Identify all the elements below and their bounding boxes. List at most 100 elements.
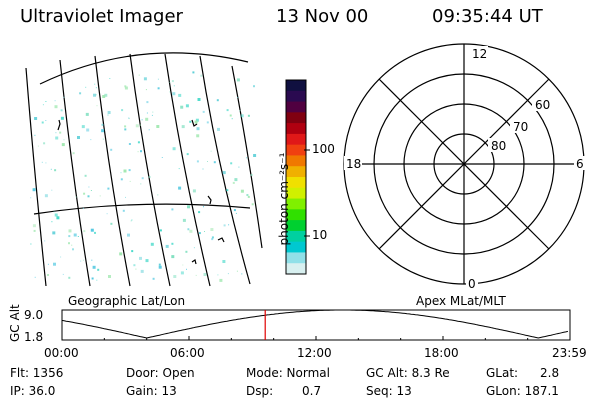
emission-pixel	[45, 162, 47, 164]
emission-pixel	[182, 218, 186, 222]
door-status: Door: Open	[126, 366, 195, 380]
emission-pixel	[137, 141, 140, 144]
emission-pixel	[161, 157, 163, 158]
emission-pixel	[127, 233, 130, 237]
emission-pixel	[72, 248, 74, 251]
emission-pixel	[145, 259, 149, 263]
emission-pixel	[171, 242, 174, 245]
altitude-curve	[61, 309, 569, 339]
geo-meridian	[94, 55, 131, 287]
emission-pixel	[195, 274, 197, 276]
emission-pixel	[250, 174, 253, 176]
emission-pixel	[37, 145, 39, 147]
emission-pixel	[102, 138, 104, 140]
emission-pixel	[90, 228, 94, 232]
emission-pixel	[73, 233, 77, 237]
emission-pixel	[101, 129, 105, 133]
emission-pixel	[187, 228, 190, 231]
emission-pixel	[86, 128, 90, 132]
emission-pixel	[139, 256, 142, 260]
altitude-ymin: 1.8	[24, 330, 44, 344]
emission-pixel	[172, 92, 176, 96]
emission-pixel	[228, 224, 230, 226]
geo-meridian	[199, 55, 251, 285]
emission-pixel	[152, 111, 154, 113]
emission-pixel	[202, 168, 204, 170]
emission-pixel	[217, 274, 219, 276]
emission-pixel	[51, 221, 53, 223]
emission-pixel	[120, 172, 122, 174]
apex-caption: Apex MLat/MLT	[416, 294, 506, 308]
emission-pixel	[246, 157, 248, 159]
emission-pixel	[182, 264, 184, 266]
emission-pixel	[207, 161, 208, 162]
emission-pixel	[203, 273, 207, 276]
emission-pixel	[198, 232, 201, 235]
emission-pixel	[34, 276, 36, 278]
altitude-time-ticks	[61, 336, 571, 340]
emission-pixel	[124, 125, 127, 128]
emission-pixel	[91, 277, 94, 280]
emission-pixel	[54, 213, 58, 217]
emission-pixel	[63, 96, 65, 98]
colorbar-segment	[286, 220, 306, 232]
emission-pixel	[185, 250, 188, 253]
emission-pixel	[206, 121, 209, 124]
emission-pixel	[101, 123, 104, 126]
polar-diagonal	[378, 78, 550, 250]
emission-pixel	[119, 252, 123, 256]
gain-value: Gain: 13	[126, 384, 177, 398]
emission-pixel	[223, 224, 226, 227]
emission-pixel	[237, 96, 239, 98]
gc-altitude: GC Alt: 8.3 Re	[366, 366, 450, 380]
colorbar-segment	[286, 144, 306, 156]
emission-pixel	[178, 186, 182, 190]
emission-speckles	[30, 71, 257, 282]
emission-pixel	[148, 129, 150, 131]
emission-pixel	[233, 209, 236, 212]
mlt-label-18: 18	[346, 157, 362, 171]
emission-pixel	[165, 244, 169, 248]
emission-pixel	[55, 132, 57, 134]
emission-pixel	[192, 189, 196, 193]
emission-pixel	[178, 93, 182, 97]
emission-pixel	[241, 273, 243, 275]
emission-pixel	[135, 124, 139, 128]
emission-pixel	[123, 169, 127, 173]
emission-pixel	[211, 238, 214, 241]
colorbar-segment	[286, 166, 306, 178]
emission-pixel	[68, 229, 72, 233]
emission-pixel	[240, 189, 244, 193]
emission-pixel	[186, 153, 189, 156]
emission-pixel	[43, 142, 46, 145]
emission-pixel	[124, 128, 127, 131]
colorbar-segment	[286, 252, 306, 264]
emission-pixel	[32, 224, 36, 228]
geo-latitude-line	[33, 203, 251, 215]
ip-value: IP: 36.0	[10, 384, 56, 398]
emission-pixel	[193, 247, 195, 249]
emission-pixel	[63, 139, 65, 141]
emission-pixel	[45, 101, 47, 102]
emission-pixel	[173, 85, 175, 87]
emission-pixel	[82, 259, 84, 261]
time-tick-3: 18:00	[424, 346, 459, 360]
emission-pixel	[52, 231, 56, 235]
emission-pixel	[55, 136, 59, 140]
emission-pixel	[226, 189, 229, 192]
emission-pixel	[68, 242, 70, 245]
colorbar-segment	[286, 101, 306, 113]
time-tick-2: 12:00	[297, 346, 332, 360]
emission-pixel	[32, 188, 36, 192]
emission-pixel	[231, 118, 233, 120]
emission-pixel	[68, 276, 71, 279]
emission-pixel	[99, 195, 101, 197]
emission-pixel	[196, 160, 199, 163]
emission-pixel	[122, 209, 125, 212]
emission-pixel	[79, 92, 82, 95]
emission-pixel	[77, 236, 79, 237]
emission-pixel	[197, 98, 201, 101]
mlat-label-60: 60	[535, 98, 551, 112]
emission-pixel	[85, 112, 89, 116]
emission-pixel	[194, 120, 198, 124]
